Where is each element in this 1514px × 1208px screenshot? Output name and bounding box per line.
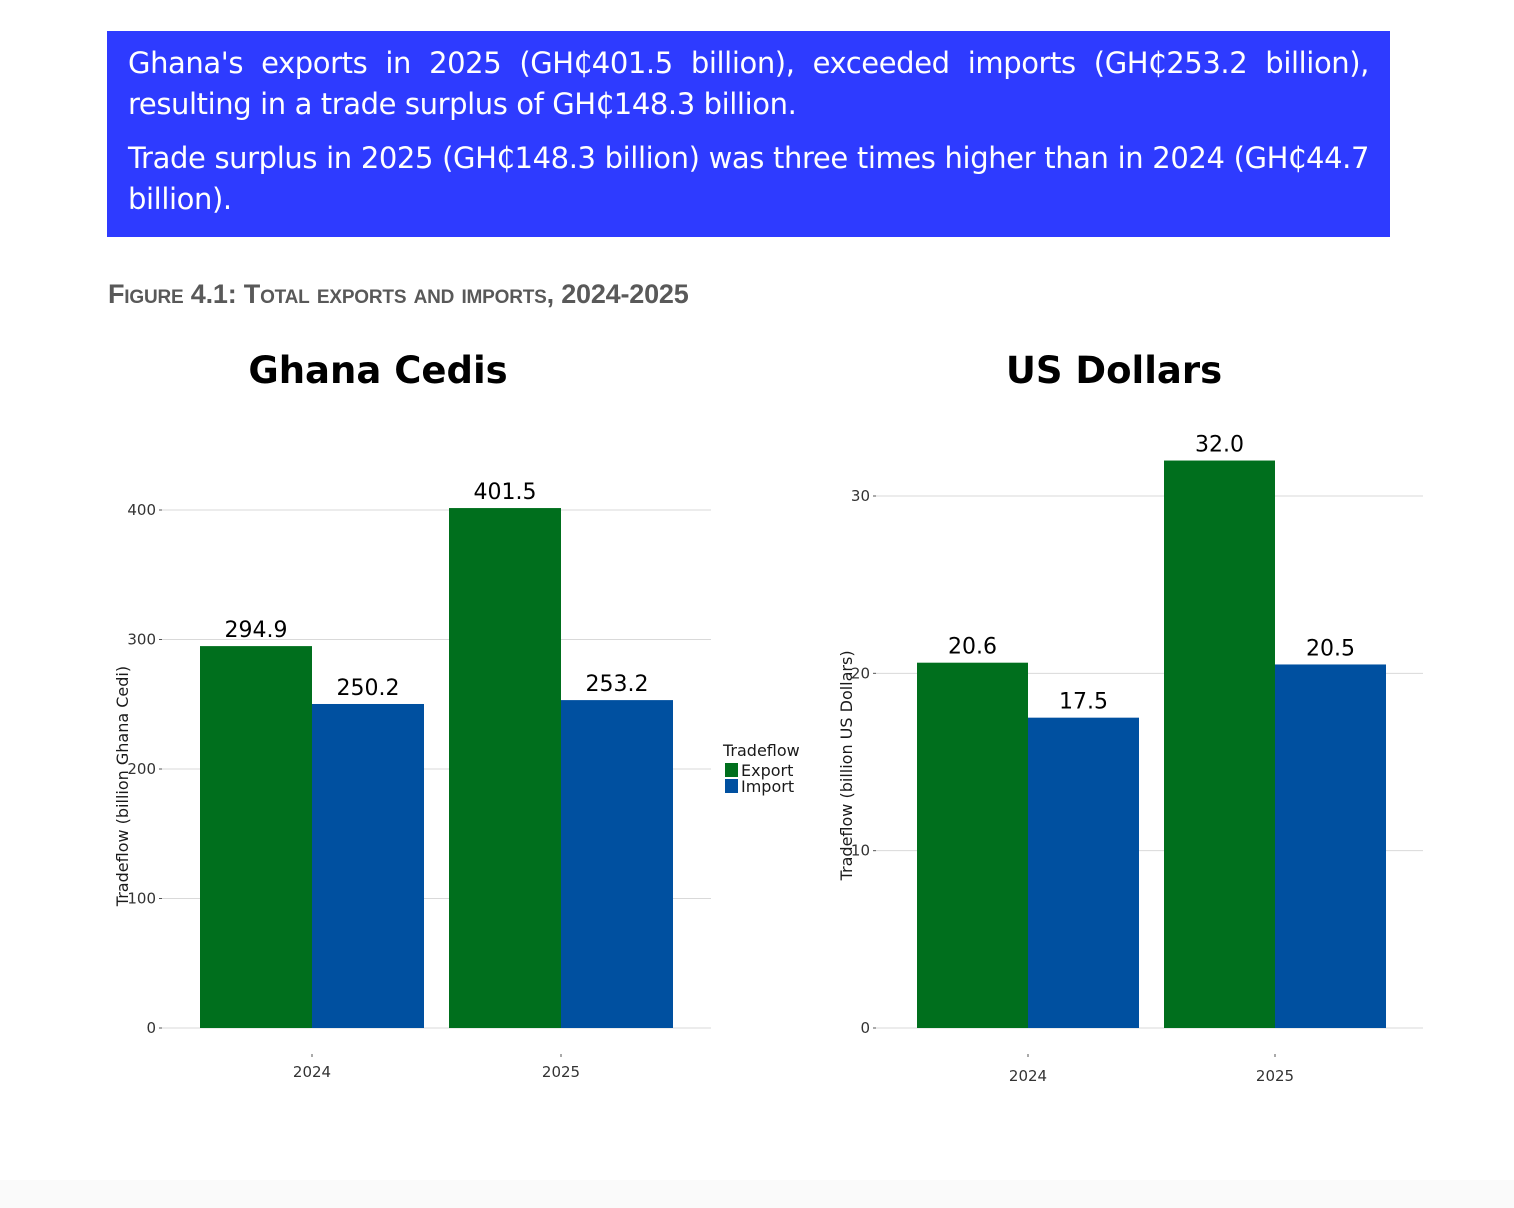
legend-swatch-import — [725, 779, 738, 793]
data-label: 32.0 — [1195, 433, 1244, 458]
x-tick-label: 2024 — [293, 1063, 331, 1081]
bar-export-2024 — [200, 646, 312, 1028]
summary-paragraph-2: Trade surplus in 2025 (GH₵148.3 billion)… — [128, 141, 1369, 216]
y-tick-label: 100 — [127, 890, 156, 908]
data-label: 20.6 — [948, 635, 997, 660]
y-tick-label: 30 — [851, 487, 870, 505]
data-label: 253.2 — [586, 672, 649, 697]
bar-import-2024 — [1028, 717, 1139, 1028]
data-label: 294.9 — [225, 618, 288, 643]
chart-us-dollars: US Dollars 0 10 20 30 Tradeflow (billion US D… — [837, 349, 1423, 1085]
figure-caption: Figure 4.1: Total exports and imports, 2… — [108, 279, 689, 309]
bar-export-2025 — [1164, 460, 1275, 1028]
y-axis-title: Tradeflow (billion US Dollars) — [837, 650, 856, 881]
bar-export-2025 — [449, 508, 561, 1028]
x-tick-label: 2025 — [1256, 1067, 1294, 1085]
data-label: 401.5 — [474, 480, 537, 505]
summary-paragraph-1: Ghana's exports in 2025 (GH₵401.5 billio… — [128, 46, 1369, 121]
bar-import-2025 — [1275, 664, 1386, 1028]
data-label: 20.5 — [1306, 636, 1355, 661]
y-tick-label: 0 — [146, 1019, 156, 1037]
y-tick-label: 300 — [127, 631, 156, 649]
y-tick-label: 0 — [860, 1019, 870, 1037]
legend-title: Tradeflow — [722, 741, 800, 760]
bar-import-2025 — [561, 700, 673, 1028]
page-footer-strip — [0, 1180, 1514, 1208]
bar-export-2024 — [917, 662, 1028, 1028]
y-axis-title: Tradeflow (billion Ghana Cedi) — [113, 666, 132, 907]
legend-label-export: Export — [741, 761, 793, 780]
summary-box: Ghana's exports in 2025 (GH₵401.5 billio… — [107, 31, 1390, 237]
chart-title: US Dollars — [1006, 349, 1222, 392]
data-label: 250.2 — [337, 676, 400, 701]
data-label: 17.5 — [1059, 690, 1108, 715]
chart-title: Ghana Cedis — [248, 349, 507, 392]
y-tick-label: 400 — [127, 501, 156, 519]
x-tick-label: 2025 — [542, 1063, 580, 1081]
bar-import-2024 — [312, 703, 424, 1028]
legend-swatch-export — [725, 763, 738, 777]
chart-ghana-cedis: Ghana Cedis 0 100 200 300 400 Tradeflow (billi… — [113, 349, 711, 1081]
x-tick-label: 2024 — [1009, 1067, 1047, 1085]
y-tick-label: 10 — [851, 842, 870, 860]
legend-label-import: Import — [741, 777, 794, 796]
y-tick-label: 200 — [127, 760, 156, 778]
y-tick-label: 20 — [851, 664, 870, 682]
